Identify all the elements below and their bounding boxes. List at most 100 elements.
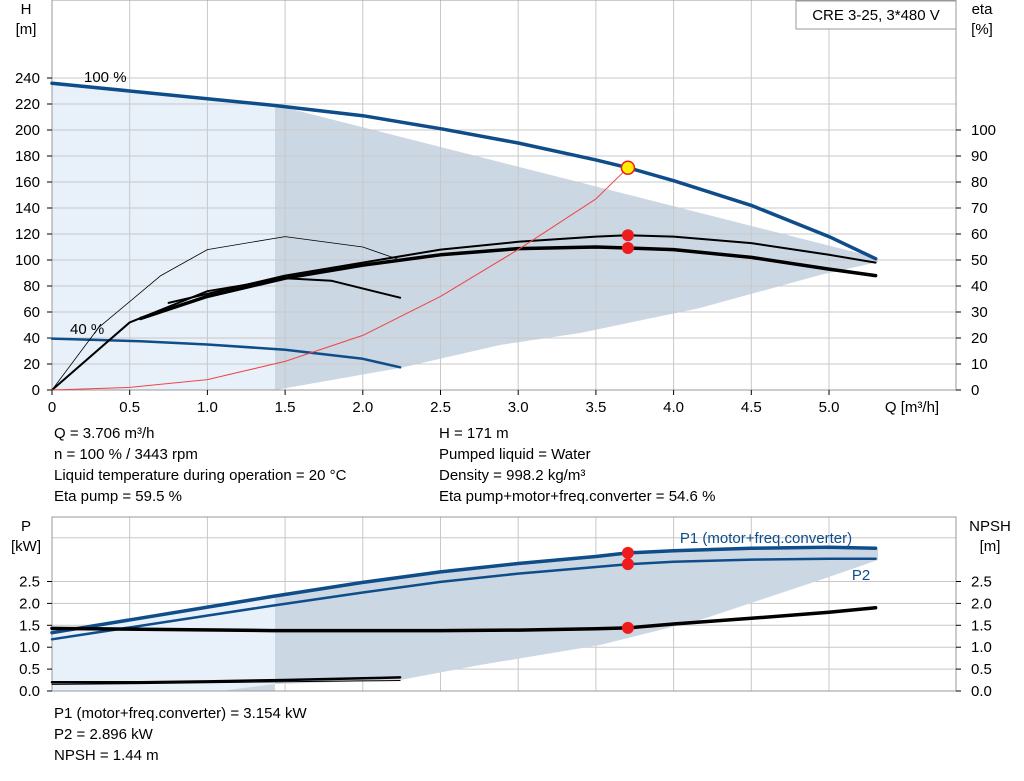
eta-tick-label: 40 — [971, 278, 988, 295]
plot-frame — [51, 0, 957, 391]
info-eta-pump: Eta pump = 59.5 % — [54, 488, 182, 505]
h-tick-label: 180 — [15, 148, 40, 165]
info-liquid-temperature: Liquid temperature during operation = 20… — [54, 467, 347, 484]
curve-p-partload-1 — [50, 676, 402, 684]
operating-point-head — [620, 160, 636, 175]
npsh-tick-label: 1.5 — [971, 617, 992, 634]
plot-frame — [51, 516, 957, 692]
x-tick-label: 0 — [48, 399, 56, 416]
eta-tick-label: 70 — [971, 200, 988, 217]
eta-tick-label: 30 — [971, 304, 988, 321]
h-tick-label: 240 — [15, 70, 40, 87]
h-tick-label: 160 — [15, 174, 40, 191]
operating-point-npsh — [621, 621, 634, 634]
p-tick-label: 2.0 — [19, 595, 40, 612]
npsh-tick-label: 0.5 — [971, 661, 992, 678]
operating-point-eta-pump — [621, 229, 634, 242]
eta-tick-label: 80 — [971, 174, 988, 191]
eta-axis-title: eta — [972, 1, 994, 18]
curve-p1 — [50, 545, 878, 635]
legend-p2: P2 — [852, 567, 870, 584]
curve-eta-partload-1 — [51, 277, 402, 391]
npsh-axis-title: NPSH — [969, 518, 1011, 535]
curves — [50, 545, 878, 685]
operating-points — [621, 546, 634, 634]
curve-p-partload-2 — [51, 680, 401, 685]
operating-point-p1 — [621, 546, 634, 559]
axis-ticks: 0.0 0.5 1.0 1.5 2.0 2.5 0.0 0.5 1.0 1.5 2.0 2.5 — [19, 574, 992, 701]
info-p1: P1 (motor+freq.converter) = 3.154 kW — [54, 705, 307, 722]
curves — [50, 81, 878, 391]
x-tick-label: 0.5 — [119, 399, 140, 416]
p-tick-label: 2.5 — [19, 574, 40, 591]
curve-eta-total — [167, 234, 877, 304]
grid-lines — [52, 0, 956, 390]
info-p2: P2 = 2.896 kW — [54, 726, 153, 743]
npsh-tick-label: 1.0 — [971, 639, 992, 656]
x-tick-label: 1.5 — [275, 399, 296, 416]
info-npsh: NPSH = 1.44 m — [54, 747, 159, 764]
curve-head-100 — [50, 81, 878, 261]
h-tick-label: 200 — [15, 122, 40, 139]
annotation-40-percent: 40 % — [70, 321, 104, 338]
operating-area — [220, 549, 878, 691]
x-tick-label: 2.5 — [430, 399, 451, 416]
info-eta-total: Eta pump+motor+freq.converter = 54.6 % — [439, 488, 716, 505]
info-top-right: H = 171 m Pumped liquid = Water Density … — [439, 423, 715, 507]
curve-head-40 — [50, 337, 402, 369]
eta-tick-label: 10 — [971, 356, 988, 373]
annotation-100-percent: 100 % — [84, 69, 127, 86]
h-axis-unit: [m] — [16, 21, 37, 38]
light-area-left — [52, 597, 275, 691]
h-tick-label: 80 — [23, 278, 40, 295]
x-tick-label: 4.0 — [663, 399, 684, 416]
axis-ticks: 0 0.5 1.0 1.5 2.0 2.5 3.0 3.5 4.0 4.5 5.0 0 20 40 60 80… — [15, 70, 996, 416]
h-tick-label: 60 — [23, 304, 40, 321]
h-tick-label: 220 — [15, 96, 40, 113]
h-tick-label: 140 — [15, 200, 40, 217]
h-tick-label: 40 — [23, 330, 40, 347]
eta-axis-unit: [%] — [971, 21, 993, 38]
x-tick-label: 3.5 — [585, 399, 606, 416]
h-tick-label: 120 — [15, 226, 40, 243]
q-axis-title: Q [m³/h] — [885, 399, 939, 416]
legend-p1: P1 (motor+freq.converter) — [680, 530, 852, 547]
x-tick-label: 1.0 — [197, 399, 218, 416]
h-axis-title: H — [21, 1, 32, 18]
light-area-left — [52, 82, 275, 390]
info-speed: n = 100 % / 3443 rpm — [54, 446, 198, 463]
p-tick-label: 0.0 — [19, 683, 40, 700]
operating-points — [620, 160, 636, 255]
info-bottom: P1 (motor+freq.converter) = 3.154 kW P2 … — [54, 703, 307, 766]
power-npsh-chart: 0.0 0.5 1.0 1.5 2.0 2.5 0.0 0.5 1.0 1.5 2.0 2.5 — [19, 516, 992, 701]
p-axis-title: P — [21, 518, 31, 535]
x-tick-label: 2.0 — [352, 399, 373, 416]
operating-point-eta-total — [621, 242, 634, 255]
h-tick-label: 0 — [32, 382, 40, 399]
eta-tick-label: 100 — [971, 122, 996, 139]
eta-tick-label: 20 — [971, 330, 988, 347]
p-axis-unit: [kW] — [11, 538, 41, 555]
x-tick-label: 3.0 — [508, 399, 529, 416]
eta-tick-label: 50 — [971, 252, 988, 269]
curve-p2 — [50, 557, 877, 641]
npsh-tick-label: 2.5 — [971, 574, 992, 591]
eta-tick-label: 90 — [971, 148, 988, 165]
curve-system-curve — [51, 167, 629, 391]
info-pumped-liquid: Pumped liquid = Water — [439, 446, 591, 463]
chart-title-box: CRE 3-25, 3*480 V — [795, 0, 957, 30]
info-density: Density = 998.2 kg/m³ — [439, 467, 586, 484]
head-efficiency-chart: 0 0.5 1.0 1.5 2.0 2.5 3.0 3.5 4.0 4.5 5.0 0 20 40 60 80… — [15, 0, 996, 416]
npsh-tick-label: 0.0 — [971, 683, 992, 700]
p-tick-label: 1.0 — [19, 639, 40, 656]
curve-eta-partload-2 — [51, 236, 401, 391]
curve-npsh — [50, 606, 878, 633]
npsh-tick-label: 2.0 — [971, 595, 992, 612]
h-tick-label: 20 — [23, 356, 40, 373]
info-head: H = 171 m — [439, 425, 509, 442]
eta-tick-label: 0 — [971, 382, 979, 399]
p-tick-label: 1.5 — [19, 617, 40, 634]
eta-tick-label: 60 — [971, 226, 988, 243]
p-tick-label: 0.5 — [19, 661, 40, 678]
